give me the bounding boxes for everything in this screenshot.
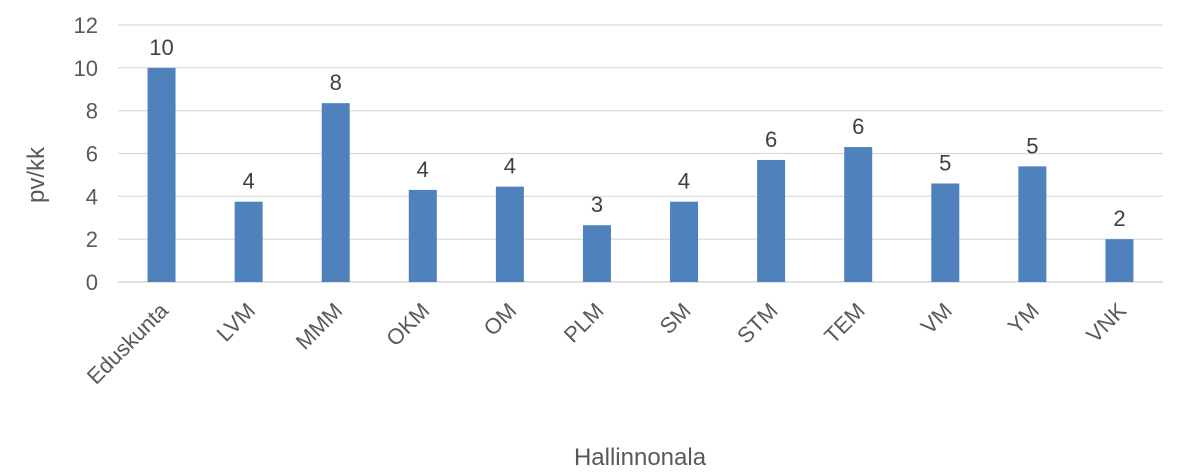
bar-okm	[408, 189, 437, 282]
data-label-plm: 3	[591, 192, 603, 217]
data-label-okm: 4	[417, 157, 429, 182]
y-tick-label: 2	[86, 227, 98, 252]
x-tick-label-sm: SM	[655, 298, 696, 339]
data-labels: 10 4 8 4 4 3 4 6 6 5 5 2	[149, 35, 1125, 231]
x-tick-label-mmm: MMM	[291, 298, 348, 355]
y-tick-label: 0	[86, 270, 98, 295]
x-tick-label-okm: OKM	[381, 298, 434, 351]
gridlines	[118, 24, 1163, 283]
x-tick-label-vnk: VNK	[1081, 298, 1131, 348]
bar-sm	[670, 201, 699, 282]
x-axis-ticks: Eduskunta LVM MMM OKM OM PLM SM STM TEM VM YM VNK	[82, 297, 1131, 389]
data-label-stm: 6	[765, 127, 777, 152]
bars	[147, 67, 1134, 282]
data-label-om: 4	[504, 154, 516, 179]
data-label-tem: 6	[852, 114, 864, 139]
y-tick-label: 10	[74, 56, 98, 81]
bar-plm	[582, 225, 611, 282]
bar-vm	[931, 183, 960, 282]
x-tick-label-eduskunta: Eduskunta	[82, 297, 174, 389]
x-tick-label-stm: STM	[732, 298, 783, 349]
data-label-vnk: 2	[1113, 206, 1125, 231]
data-label-ym: 5	[1026, 133, 1038, 158]
bar-ym	[1018, 166, 1047, 282]
y-tick-label: 6	[86, 142, 98, 167]
y-axis-title: pv/kk	[23, 146, 50, 203]
y-tick-label: 8	[86, 99, 98, 124]
bar-om	[495, 186, 524, 282]
bar-lvm	[234, 201, 263, 282]
x-tick-label-lvm: LVM	[212, 298, 261, 347]
data-label-vm: 5	[939, 150, 951, 175]
x-axis-title: Hallinnonala	[574, 444, 707, 471]
bar-stm	[757, 159, 786, 282]
bar-tem	[844, 147, 873, 282]
bar-mmm	[321, 103, 350, 282]
data-label-lvm: 4	[243, 169, 255, 194]
data-label-sm: 4	[678, 169, 690, 194]
data-label-mmm: 8	[330, 70, 342, 95]
x-tick-label-om: OM	[479, 298, 522, 341]
x-tick-label-ym: YM	[1003, 298, 1044, 339]
x-tick-label-plm: PLM	[559, 298, 609, 348]
bar-vnk	[1105, 239, 1134, 282]
x-tick-label-tem: TEM	[819, 298, 870, 349]
x-tick-label-vm: VM	[916, 298, 957, 339]
y-tick-label: 4	[86, 184, 98, 209]
y-tick-label: 12	[74, 13, 98, 38]
y-axis-ticks: 0 2 4 6 8 10 12	[74, 13, 98, 295]
bar-eduskunta	[147, 67, 176, 282]
data-label-eduskunta: 10	[149, 35, 173, 60]
